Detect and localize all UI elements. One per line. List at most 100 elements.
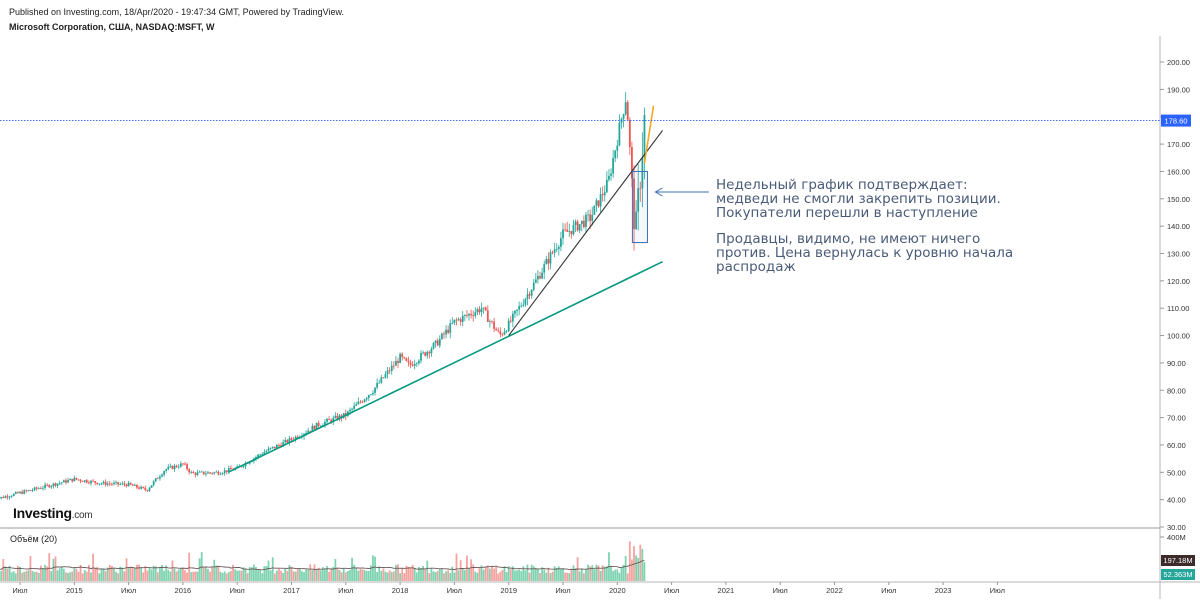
volume-bar: [201, 552, 203, 581]
volume-bar: [560, 569, 562, 581]
candle-body: [0, 497, 2, 498]
volume-bar: [105, 571, 107, 581]
annotation-line: Недельный график подтверждает:: [716, 178, 1013, 192]
y-tick-label: 80.00: [1167, 386, 1186, 395]
volume-bar: [376, 572, 378, 581]
x-tick-label: Июл: [555, 586, 570, 595]
volume-bar: [631, 559, 633, 581]
volume-bar: [124, 571, 126, 581]
candle-body: [612, 158, 614, 173]
volume-bar: [224, 571, 226, 581]
candle-body: [111, 484, 113, 485]
volume-bar: [510, 569, 512, 581]
volume-bar: [412, 565, 414, 581]
volume-bar: [197, 572, 199, 581]
x-tick-label: Июл: [990, 586, 1005, 595]
candle-body: [397, 361, 399, 363]
candle-body: [372, 393, 374, 394]
volume-bar: [314, 564, 316, 581]
y-tick-label: 90.00: [1167, 359, 1186, 368]
candle-body: [447, 330, 449, 333]
volume-bar: [533, 566, 535, 581]
volume-bar: [205, 567, 207, 581]
candle-body: [7, 496, 9, 497]
volume-bar: [499, 572, 501, 581]
y-tick-label: 150.00: [1167, 195, 1190, 204]
volume-bar: [568, 573, 570, 581]
volume-bar: [78, 572, 80, 581]
volume-bar: [362, 569, 364, 581]
candle-body: [157, 478, 159, 479]
candle-body: [420, 353, 422, 361]
candle-body: [441, 334, 443, 339]
candle-body: [531, 290, 533, 296]
candle-body: [562, 229, 564, 238]
candle-body: [577, 221, 579, 230]
candle-body: [23, 490, 25, 493]
volume-bar: [69, 572, 71, 581]
volume-bar: [155, 566, 157, 581]
volume-bar: [337, 567, 339, 581]
candle-body: [230, 468, 232, 469]
candle-body: [36, 487, 38, 488]
volume-bar: [408, 567, 410, 581]
candle-body: [213, 472, 215, 473]
volume-bar: [36, 572, 38, 581]
volume-bar: [428, 573, 430, 581]
candle-body: [155, 478, 157, 481]
candle-body: [153, 481, 155, 485]
volume-bar: [222, 573, 224, 581]
volume-bar: [483, 570, 485, 581]
candle-body: [479, 309, 481, 312]
volume-bar: [575, 568, 577, 581]
candles-group: [0, 92, 645, 502]
volume-bar: [372, 555, 374, 581]
candle-body: [410, 362, 412, 364]
volume-bar: [247, 573, 249, 581]
volume-bar: [21, 573, 23, 581]
volume-bar: [403, 573, 405, 581]
candle-body: [351, 409, 353, 410]
volume-bar: [90, 572, 92, 581]
candle-body: [132, 485, 134, 486]
candle-body: [136, 485, 138, 488]
x-tick-label: Июл: [881, 586, 896, 595]
volume-bar: [2, 559, 4, 581]
volume-bar: [487, 565, 489, 581]
volume-bar: [385, 572, 387, 581]
candle-body: [374, 388, 376, 393]
volume-bar: [184, 570, 186, 581]
volume-bar: [284, 569, 286, 581]
trendline: [228, 262, 662, 473]
candle-body: [593, 206, 595, 215]
y-tick-label: 200.00: [1167, 58, 1190, 67]
y-tick-label: 170.00: [1167, 140, 1190, 149]
candle-body: [274, 447, 276, 448]
candle-body: [560, 238, 562, 247]
volume-bar: [192, 572, 194, 581]
volume-bar: [259, 569, 261, 581]
volume-bar: [353, 565, 355, 581]
candle-body: [408, 361, 410, 363]
volume-bar: [614, 570, 616, 581]
volume-bar: [545, 573, 547, 581]
candle-body: [84, 480, 86, 482]
volume-bar: [449, 573, 451, 581]
candle-body: [568, 231, 570, 232]
candle-body: [353, 406, 355, 409]
candle-body: [591, 215, 593, 221]
candle-body: [437, 341, 439, 346]
volume-bar: [420, 568, 422, 581]
candle-body: [627, 102, 629, 120]
candle-body: [90, 481, 92, 483]
y-tick-label: 50.00: [1167, 468, 1186, 477]
candle-body: [211, 473, 213, 474]
volume-bar: [326, 566, 328, 581]
candle-body: [391, 366, 393, 371]
volume-bar: [84, 570, 86, 581]
volume-bar: [136, 565, 138, 581]
volume-bar: [345, 572, 347, 581]
volume-bar: [472, 564, 474, 581]
volume-bar: [130, 567, 132, 581]
